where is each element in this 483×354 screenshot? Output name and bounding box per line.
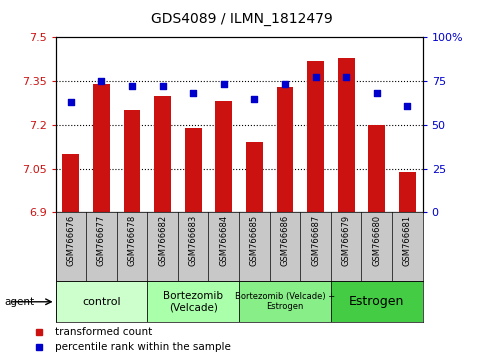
Bar (331, 281, 423, 322)
Bar (246, 142, 263, 212)
Bar (215, 102, 232, 212)
Bar (185, 128, 201, 212)
Point (128, 84, 136, 89)
Text: GDS4089 / ILMN_1812479: GDS4089 / ILMN_1812479 (151, 12, 332, 27)
Text: GSM766678: GSM766678 (128, 215, 137, 266)
Bar (147, 281, 239, 322)
Text: GSM766681: GSM766681 (403, 215, 412, 266)
Point (251, 96, 258, 101)
Bar (62, 154, 79, 212)
Bar (93, 84, 110, 212)
Bar (338, 58, 355, 212)
Point (373, 90, 381, 96)
Bar (239, 281, 331, 322)
Text: GSM766676: GSM766676 (66, 215, 75, 266)
Bar (124, 110, 141, 212)
Point (281, 82, 289, 87)
Text: percentile rank within the sample: percentile rank within the sample (55, 342, 231, 352)
Text: GSM766680: GSM766680 (372, 215, 381, 266)
Text: GSM766679: GSM766679 (341, 215, 351, 266)
Text: GSM766677: GSM766677 (97, 215, 106, 266)
Bar (56, 281, 147, 322)
Point (403, 103, 411, 108)
Text: transformed count: transformed count (55, 327, 152, 337)
Bar (154, 96, 171, 212)
Text: Bortezomib
(Velcade): Bortezomib (Velcade) (163, 291, 223, 313)
Point (159, 84, 167, 89)
Text: GSM766684: GSM766684 (219, 215, 228, 266)
Text: GSM766687: GSM766687 (311, 215, 320, 266)
Bar (307, 61, 324, 212)
Point (220, 82, 227, 87)
Text: Estrogen: Estrogen (349, 295, 404, 308)
Point (67, 99, 75, 105)
Text: GSM766686: GSM766686 (281, 215, 289, 266)
Bar (277, 87, 293, 212)
Text: GSM766683: GSM766683 (189, 215, 198, 266)
Text: agent: agent (5, 297, 35, 307)
Point (312, 75, 319, 80)
Point (342, 75, 350, 80)
Text: GSM766682: GSM766682 (158, 215, 167, 266)
Text: Bortezomib (Velcade) +
Estrogen: Bortezomib (Velcade) + Estrogen (235, 292, 335, 312)
Text: control: control (82, 297, 121, 307)
Point (98, 78, 105, 84)
Bar (399, 172, 416, 212)
Point (189, 90, 197, 96)
Text: GSM766685: GSM766685 (250, 215, 259, 266)
Bar (369, 125, 385, 212)
